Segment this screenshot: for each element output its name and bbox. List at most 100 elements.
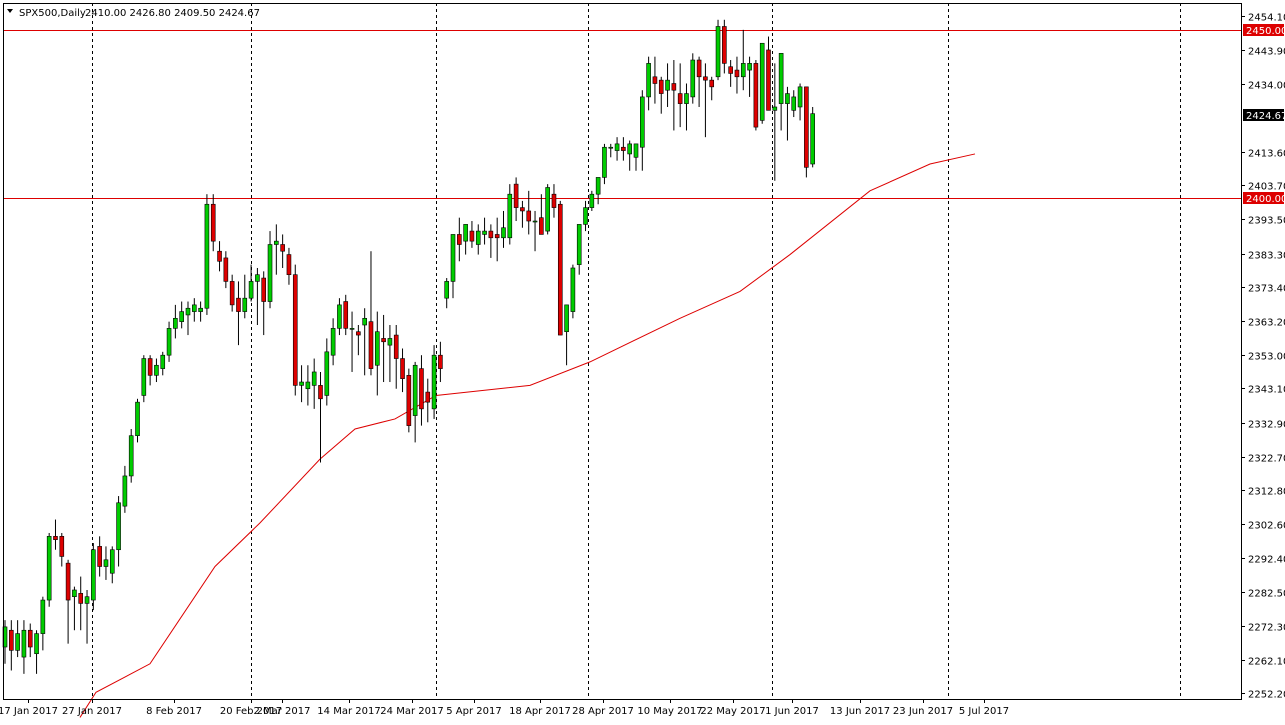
- candle-body-bull: [311, 371, 317, 386]
- candle-body-bull: [501, 227, 506, 239]
- candle-body-bull: [785, 93, 790, 104]
- candle: [349, 311, 355, 372]
- candle: [690, 53, 696, 104]
- candle-body-bull: [337, 304, 342, 329]
- candle: [652, 56, 658, 104]
- candle-body-bull: [633, 143, 639, 158]
- candle-body-bear: [217, 250, 222, 262]
- candle-body-bear: [513, 183, 519, 208]
- candle: [457, 217, 462, 262]
- candle: [59, 532, 65, 567]
- candle: [494, 217, 500, 262]
- candle-body-bear: [709, 79, 715, 88]
- candle-body-bull: [690, 59, 696, 98]
- candle: [91, 543, 96, 611]
- y-tick-label: 2403.70: [1248, 182, 1285, 193]
- candle: [192, 298, 197, 322]
- candle-body-bear: [419, 368, 424, 410]
- candle: [223, 251, 229, 289]
- candle-body-bull: [532, 220, 538, 223]
- candle-body-bull: [299, 381, 304, 386]
- candle: [431, 345, 437, 419]
- candle-body-bull: [564, 304, 569, 333]
- x-tick-label: 2 Mar 2017: [253, 706, 310, 717]
- candle-body-bear: [78, 593, 84, 604]
- candle: [684, 83, 689, 131]
- candle-body-bull: [507, 193, 513, 239]
- candle: [785, 86, 790, 141]
- x-tick-label: 10 May 2017: [637, 706, 702, 717]
- candle: [53, 519, 58, 550]
- candle-body-bear: [368, 321, 374, 369]
- candle: [791, 90, 797, 118]
- candle: [469, 221, 475, 248]
- candle-body-bull: [135, 401, 140, 436]
- candle-body-bull: [608, 146, 614, 149]
- candle-body-bull: [185, 307, 191, 316]
- y-tick-label: 2434.00: [1248, 81, 1285, 92]
- candle: [78, 576, 84, 631]
- candle-body-bear: [97, 546, 102, 567]
- candle-body-bull: [576, 224, 582, 265]
- candle: [400, 348, 405, 393]
- candle: [280, 234, 285, 268]
- candle-body-bear: [652, 76, 658, 84]
- candle: [229, 274, 235, 312]
- candle: [122, 465, 128, 513]
- candle: [778, 53, 784, 131]
- candle: [84, 589, 90, 644]
- candle: [204, 194, 210, 315]
- candle-body-bull: [34, 633, 39, 655]
- candle-body-bull: [330, 328, 336, 356]
- y-tick-label: 2262.10: [1248, 657, 1285, 668]
- level-price-tag: 2400.00: [1246, 194, 1285, 205]
- candle-body-bull: [103, 559, 109, 567]
- candle: [551, 184, 557, 218]
- candle: [520, 200, 525, 228]
- candle: [40, 596, 46, 651]
- candle-body-bull: [778, 53, 784, 104]
- y-tick-label: 2353.00: [1248, 352, 1285, 363]
- x-tick-label: 22 May 2017: [700, 706, 765, 717]
- candle-body-bull: [84, 596, 90, 604]
- candle: [450, 234, 456, 299]
- candle: [185, 301, 191, 336]
- candle: [21, 620, 27, 674]
- candle: [267, 231, 273, 309]
- candle: [210, 194, 216, 252]
- y-tick-label: 2272.30: [1248, 623, 1285, 634]
- candle: [665, 63, 670, 107]
- candle: [810, 106, 815, 168]
- candle: [147, 355, 153, 386]
- candle: [463, 224, 468, 255]
- candle: [614, 137, 620, 161]
- candle: [299, 365, 304, 403]
- candle-body-bear: [621, 146, 626, 151]
- candle: [709, 76, 715, 101]
- candle: [374, 311, 380, 396]
- candle: [9, 620, 14, 671]
- candle: [539, 194, 544, 235]
- candle-body-bear: [318, 385, 323, 400]
- candle-body-bull: [810, 113, 815, 165]
- candle-body-bear: [734, 69, 740, 78]
- candle-body-bear: [381, 338, 386, 343]
- candle-body-bear: [728, 66, 733, 74]
- candle: [444, 278, 450, 309]
- candle: [135, 398, 140, 443]
- candle: [703, 63, 708, 138]
- y-tick-label: 2363.20: [1248, 318, 1285, 329]
- candle-body-bear: [210, 203, 216, 242]
- candle-body-bear: [65, 562, 71, 601]
- current-price-tag: 2424.67: [1246, 111, 1285, 122]
- candle: [425, 378, 431, 423]
- candle: [646, 56, 651, 111]
- candle-body-bear: [658, 79, 664, 94]
- candle-body-bear: [425, 391, 431, 403]
- candle: [406, 368, 412, 433]
- candle-body-bear: [286, 254, 292, 275]
- candle: [255, 267, 260, 326]
- dropdown-triangle-icon[interactable]: [7, 9, 13, 13]
- candle-body-bull: [482, 230, 487, 235]
